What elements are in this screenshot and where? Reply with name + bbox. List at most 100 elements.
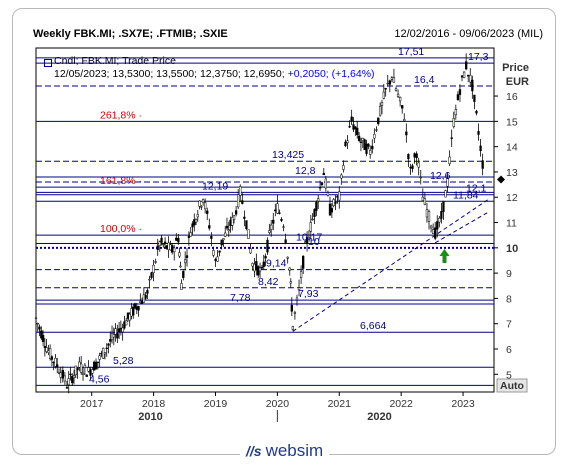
candle-body xyxy=(63,375,67,382)
y-tick-label: 11 xyxy=(506,218,517,230)
candle-body xyxy=(278,212,281,214)
date-range: 12/02/2016 - 09/06/2023 (MIL) xyxy=(394,28,543,40)
candle-body xyxy=(258,267,262,272)
candle-body xyxy=(243,216,246,219)
candle-body xyxy=(264,256,267,259)
candle-body xyxy=(98,355,101,360)
candle-body xyxy=(133,303,137,308)
level-label-9: 12,1 xyxy=(466,183,487,195)
candle-body xyxy=(448,156,451,164)
candle-body xyxy=(280,218,283,221)
candle-body xyxy=(179,265,182,268)
candle-body xyxy=(212,250,215,256)
candle-body xyxy=(454,109,457,116)
candle-body xyxy=(50,356,54,360)
candle-body xyxy=(299,271,303,279)
candle-body xyxy=(322,172,325,176)
candle-body xyxy=(204,202,207,210)
level-label-18: 6,664 xyxy=(360,320,386,332)
candle-body xyxy=(96,361,100,363)
y-tick-label: 5 xyxy=(506,369,512,381)
candle-body xyxy=(415,153,418,159)
candle-body xyxy=(81,372,85,375)
candle-body xyxy=(45,347,48,352)
candle-body xyxy=(128,313,131,321)
candle-body xyxy=(450,137,453,139)
auto-button[interactable] xyxy=(496,378,528,393)
level-label-13: 10 xyxy=(308,236,320,248)
candle-body xyxy=(338,191,341,201)
candle-body xyxy=(403,119,406,122)
candle-body xyxy=(282,226,285,228)
candle-body xyxy=(462,71,466,78)
candle-body xyxy=(350,116,353,122)
level-label-5: 12,8 xyxy=(295,165,316,177)
candle-body xyxy=(249,248,252,254)
candle-body xyxy=(237,194,240,208)
candle-body xyxy=(210,235,213,239)
unit-currency-label: EUR xyxy=(505,76,529,88)
candle-body xyxy=(456,94,460,101)
legend-line2: 12/05/2023; 13,5300; 13,5500; 12,3750; 1… xyxy=(54,68,375,80)
plot-frame xyxy=(35,47,495,393)
candle-body xyxy=(371,145,374,150)
y-tick-label: 9 xyxy=(506,268,512,280)
candle-body xyxy=(34,317,38,320)
candle-body xyxy=(175,237,178,241)
level-label-2: 16,4 xyxy=(414,74,435,86)
candle-body xyxy=(344,141,347,147)
candle-body xyxy=(380,102,384,106)
candle-body xyxy=(297,287,301,291)
candle-body xyxy=(232,215,236,220)
candle-body xyxy=(260,266,264,269)
candle-body xyxy=(352,124,355,130)
candle-body xyxy=(224,232,227,237)
candle-body xyxy=(87,367,90,372)
candle-body xyxy=(117,328,121,333)
x-tick-label: 2017 xyxy=(80,398,104,410)
candle-body xyxy=(150,272,153,278)
candle-body xyxy=(324,178,328,189)
candle-body xyxy=(56,364,59,368)
candle-body xyxy=(365,143,368,154)
candle-body xyxy=(227,229,230,232)
candle-body xyxy=(94,361,98,370)
candle-body xyxy=(65,387,69,389)
candle-body xyxy=(36,323,39,325)
candle-body xyxy=(184,259,187,264)
candle-body xyxy=(154,261,157,263)
candle-body xyxy=(442,200,445,212)
candle-body xyxy=(255,261,258,270)
candle-body xyxy=(160,237,163,243)
candle-body xyxy=(251,263,254,267)
candle-body xyxy=(158,241,161,246)
level-label-19: 5,28 xyxy=(113,355,134,367)
candle-body xyxy=(475,110,478,114)
candle-body xyxy=(189,232,192,237)
candle-body xyxy=(458,89,462,95)
candle-body xyxy=(72,375,76,379)
candle-body xyxy=(307,237,311,240)
candle-body xyxy=(388,80,391,85)
candle-body xyxy=(85,374,88,377)
candle-body xyxy=(392,77,396,83)
brand-name: websim xyxy=(265,441,324,460)
candle-body xyxy=(346,140,349,144)
y-tick-label: 15 xyxy=(506,116,518,128)
websim-icon: //s xyxy=(246,443,262,459)
candle-body xyxy=(185,255,189,258)
candle-body xyxy=(289,281,292,284)
level-label-15: 8,42 xyxy=(258,276,279,288)
candle-body xyxy=(162,243,165,246)
candle-body xyxy=(363,139,366,150)
candle-body xyxy=(423,198,427,205)
candle-body xyxy=(471,79,474,92)
candle-body xyxy=(177,237,180,243)
candle-body xyxy=(218,250,221,253)
candle-body xyxy=(156,245,159,250)
candle-body xyxy=(74,365,77,375)
candle-body xyxy=(291,326,295,330)
candle-body xyxy=(241,200,244,204)
candle-body xyxy=(59,372,62,378)
